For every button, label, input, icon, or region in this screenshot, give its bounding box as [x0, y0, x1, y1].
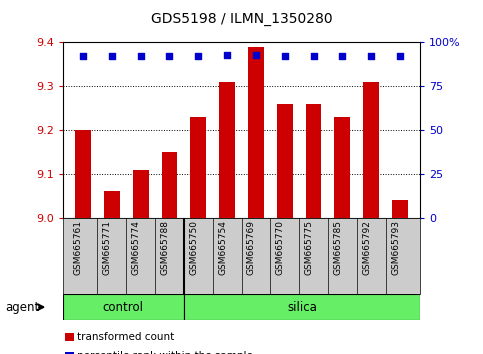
Text: GDS5198 / ILMN_1350280: GDS5198 / ILMN_1350280 [151, 12, 332, 27]
Point [194, 54, 202, 59]
Text: percentile rank within the sample: percentile rank within the sample [77, 351, 253, 354]
Point [281, 54, 289, 59]
Point [166, 54, 173, 59]
Text: GSM665771: GSM665771 [103, 220, 112, 275]
Text: GSM665770: GSM665770 [276, 220, 285, 275]
Bar [306, 104, 322, 218]
Text: GSM665754: GSM665754 [218, 220, 227, 275]
Point [310, 54, 317, 59]
Bar [219, 82, 235, 218]
Point [223, 52, 231, 58]
Text: GSM665775: GSM665775 [305, 220, 313, 275]
Bar [65, 352, 74, 354]
Text: GSM665788: GSM665788 [160, 220, 170, 275]
Text: silica: silica [287, 301, 317, 314]
Point [79, 54, 87, 59]
Bar [104, 192, 120, 218]
Text: control: control [103, 301, 144, 314]
Bar [190, 117, 206, 218]
Text: GSM665792: GSM665792 [362, 220, 371, 275]
Point [137, 54, 144, 59]
Bar [65, 333, 74, 341]
Point [368, 54, 375, 59]
Bar [161, 152, 177, 218]
Text: GSM665785: GSM665785 [333, 220, 342, 275]
Bar [133, 170, 149, 218]
Text: GSM665793: GSM665793 [391, 220, 400, 275]
Bar [75, 130, 91, 218]
Point [108, 54, 115, 59]
Text: transformed count: transformed count [77, 332, 174, 342]
Text: GSM665769: GSM665769 [247, 220, 256, 275]
Text: agent: agent [5, 301, 39, 314]
Bar [184, 294, 420, 320]
Bar [363, 82, 379, 218]
Text: GSM665750: GSM665750 [189, 220, 198, 275]
Bar [277, 104, 293, 218]
Point [396, 54, 404, 59]
Bar [392, 200, 408, 218]
Point [339, 54, 346, 59]
Text: GSM665774: GSM665774 [131, 220, 141, 275]
Bar [248, 47, 264, 218]
Bar [63, 294, 184, 320]
Point [252, 52, 260, 58]
Text: GSM665761: GSM665761 [74, 220, 83, 275]
Bar [334, 117, 350, 218]
